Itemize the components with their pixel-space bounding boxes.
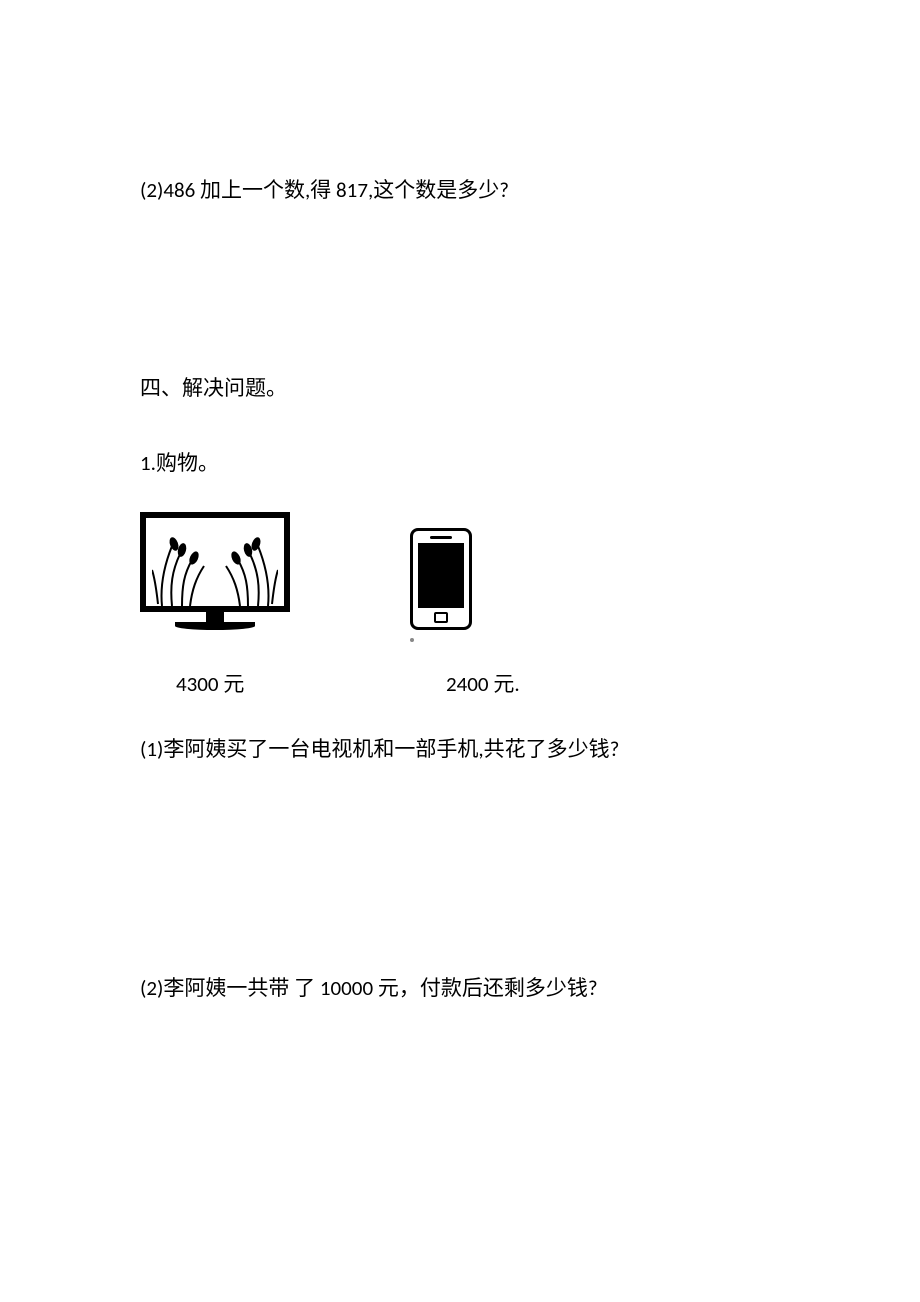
phone-home-button: [434, 612, 448, 623]
plant-left-icon: [152, 526, 210, 606]
spacer: [140, 486, 780, 504]
tv-stand-base: [175, 622, 255, 630]
tv-price-label: 4300 元: [140, 668, 446, 698]
spacer: [140, 412, 780, 448]
phone-speaker: [430, 536, 452, 539]
price-row: 4300 元 2400 元.: [140, 668, 780, 698]
spacer: [140, 773, 780, 973]
phone-icon: [410, 528, 472, 630]
product-images-row: [140, 512, 780, 630]
plant-right-icon: [220, 526, 278, 606]
tv-screen: [140, 512, 290, 612]
page: (2)486 加上一个数,得 817,这个数是多少? 四、解决问题。 1.购物。: [0, 0, 920, 1003]
spacer: [140, 213, 780, 373]
tv-icon: [140, 512, 290, 630]
spacer: [140, 698, 780, 734]
question-1-1: (1)李阿姨买了一台电视机和一部手机,共花了多少钱?: [140, 734, 780, 764]
tv-image: [140, 512, 290, 630]
phone-image: [410, 528, 472, 630]
phone-screen: [418, 543, 464, 608]
tv-stand-neck: [206, 612, 224, 622]
question-1-2: (2)李阿姨一共带 了 10000 元，付款后还剩多少钱?: [140, 973, 780, 1003]
section-heading-4: 四、解决问题。: [140, 373, 780, 403]
question-1-title: 1.购物。: [140, 448, 780, 478]
stray-dot: [410, 638, 414, 642]
question-2-prev-section: (2)486 加上一个数,得 817,这个数是多少?: [140, 175, 780, 205]
phone-price-label: 2400 元.: [446, 668, 520, 698]
